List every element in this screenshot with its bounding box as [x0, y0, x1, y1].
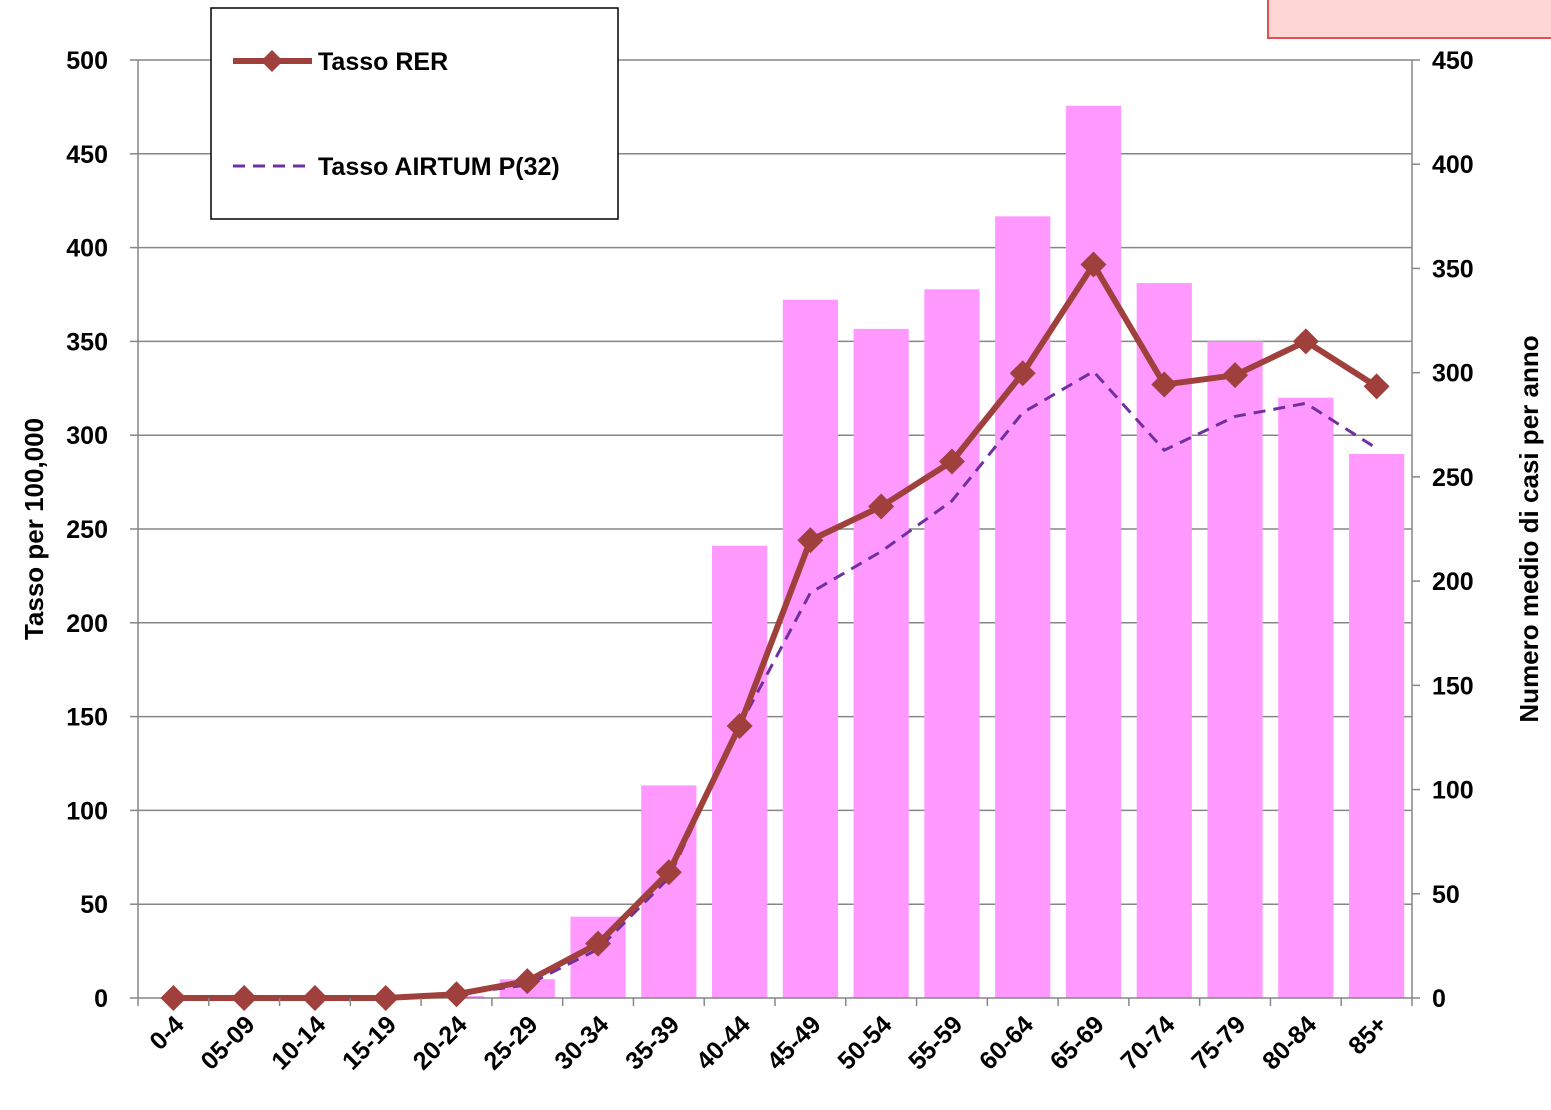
left-tick-label: 450 — [66, 141, 108, 169]
x-tick-label: 75-79 — [1186, 1010, 1251, 1075]
x-tick-label: 60-64 — [974, 1010, 1039, 1075]
rer-marker-25-29 — [514, 968, 541, 995]
legend-box — [210, 7, 619, 220]
rer-marker-35-39 — [655, 859, 682, 886]
rer-line — [173, 261, 1379, 1001]
left-tick-label: 250 — [66, 516, 108, 544]
left-tick-label: 0 — [94, 985, 108, 1013]
right-tick-label: 400 — [1432, 151, 1474, 179]
rer-marker-75-79 — [1222, 362, 1249, 389]
right-tick-label: 450 — [1432, 47, 1474, 75]
bar-50-54 — [853, 328, 909, 999]
x-tick-label: 85+ — [1343, 1010, 1393, 1060]
rer-marker-60-64 — [1009, 360, 1036, 387]
x-tick-label: 05-09 — [195, 1010, 260, 1075]
right-tick-label: 50 — [1432, 881, 1460, 909]
rer-marker-45-49 — [797, 527, 824, 554]
x-tick-label: 15-19 — [337, 1010, 402, 1075]
left-tick-label: 400 — [66, 235, 108, 263]
rer-marker-40-44 — [726, 712, 753, 739]
rer-marker-65-69 — [1080, 251, 1107, 278]
grid-lines — [138, 59, 1412, 905]
legend-rer-label: Tasso RER — [318, 48, 448, 76]
rer-marker-0-4 — [160, 985, 187, 1011]
x-tick-label: 80-84 — [1257, 1010, 1322, 1075]
right-tick-label: 300 — [1432, 360, 1474, 388]
bar-40-44 — [712, 545, 768, 998]
x-tick-label: 20-24 — [408, 1010, 473, 1075]
legend-item-airtum: Tasso AIRTUM P(32) — [233, 153, 560, 181]
x-tick-label: 0-4 — [144, 1010, 189, 1055]
x-tick-label: 25-29 — [478, 1010, 543, 1075]
legend-rer-marker — [261, 50, 283, 72]
bar-70-74 — [1136, 283, 1192, 999]
bar-series — [428, 105, 1405, 999]
bar-45-49 — [782, 299, 838, 998]
y-axis-left-title: Tasso per 100,000 — [19, 418, 49, 640]
right-tick-label: 200 — [1432, 568, 1474, 596]
x-tick-label: 50-54 — [832, 1010, 897, 1075]
left-tick-label: 200 — [66, 610, 108, 638]
bar-80-84 — [1278, 397, 1334, 998]
bar-65-69 — [1065, 105, 1122, 998]
rer-marker-55-59 — [938, 448, 965, 475]
x-tick-label: 65-69 — [1045, 1010, 1110, 1075]
y-axis-right-title: Numero medio di casi per anno — [1514, 335, 1544, 722]
bar-85+ — [1349, 453, 1405, 999]
right-tick-label: 100 — [1432, 777, 1474, 805]
series-rer — [160, 251, 1390, 1011]
left-tick-label: 50 — [80, 891, 108, 919]
legend-item-rer: Tasso RER — [233, 48, 448, 76]
legend: Tasso RER Tasso AIRTUM P(32) — [210, 7, 619, 220]
rer-marker-10-14 — [301, 985, 328, 1011]
left-tick-label: 150 — [66, 704, 108, 732]
bar-75-79 — [1207, 341, 1263, 998]
rer-marker-80-84 — [1292, 328, 1319, 355]
left-tick-label: 300 — [66, 422, 108, 450]
x-tick-label: 30-34 — [549, 1010, 614, 1075]
x-tick-labels: 0-4 05-09 10-14 15-19 20-24 25-29 30-34 35-39 40… — [137, 998, 1413, 1075]
rer-marker-15-19 — [372, 985, 399, 1011]
left-tick-label: 350 — [66, 328, 108, 356]
bar-60-64 — [995, 216, 1051, 999]
x-tick-label: 45-49 — [762, 1010, 827, 1075]
x-tick-label: 10-14 — [266, 1010, 331, 1075]
rer-marker-70-74 — [1151, 371, 1178, 398]
legend-airtum-label: Tasso AIRTUM P(32) — [318, 153, 560, 181]
rer-marker-05-09 — [231, 985, 258, 1011]
corner-box — [1267, 0, 1551, 39]
right-tick-label: 250 — [1432, 464, 1474, 492]
rer-marker-30-34 — [585, 930, 612, 957]
right-tick-label: 0 — [1432, 985, 1446, 1013]
right-tick-label: 150 — [1432, 672, 1474, 700]
right-tick-labels: 0 50 100 150 200 250 300 350 400 450 — [1412, 47, 1474, 1013]
left-tick-label: 100 — [66, 797, 108, 825]
left-tick-label: 500 — [66, 47, 108, 75]
rer-marker-50-54 — [868, 493, 895, 520]
rer-marker-85+ — [1363, 373, 1390, 400]
right-tick-label: 350 — [1432, 255, 1474, 283]
x-tick-label: 55-59 — [903, 1010, 968, 1075]
x-tick-label: 40-44 — [691, 1010, 756, 1075]
x-tick-label: 35-39 — [620, 1010, 685, 1075]
rer-marker-20-24 — [443, 981, 470, 1008]
bar-55-59 — [924, 289, 980, 998]
left-tick-labels: 0 50 100 150 200 250 300 350 400 450 500 — [66, 47, 138, 1013]
x-tick-label: 70-74 — [1115, 1010, 1180, 1075]
